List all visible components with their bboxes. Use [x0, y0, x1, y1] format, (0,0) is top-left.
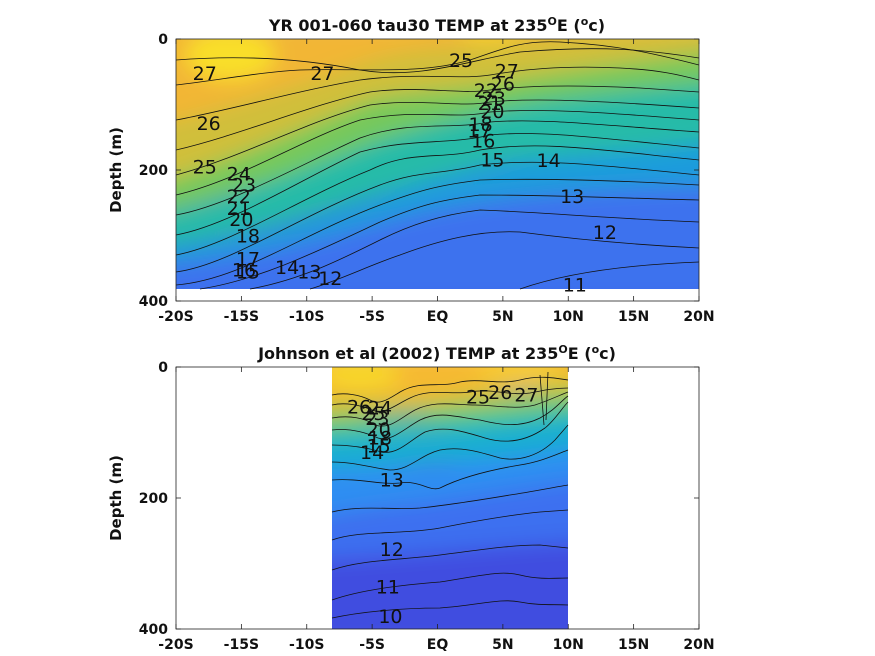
panel-top-contour-label: 22 — [474, 80, 498, 102]
panel-bottom-contour-label: 18 — [368, 428, 392, 450]
panel-bottom-x-tick-label: 10N — [553, 637, 584, 653]
panel-bottom-x-tick-label: -10S — [289, 637, 324, 653]
panel-top-contour-label: 22 — [227, 186, 251, 208]
panel-top-contour-label: 27 — [193, 63, 217, 85]
panel-top-contour-label: 27 — [495, 60, 519, 82]
panel-bottom-contour-label: 23 — [365, 408, 389, 430]
panel-top-contour-label: 17 — [236, 248, 260, 270]
panel-bottom-y-axis-label: Depth (m) — [107, 455, 125, 541]
panel-top-y-tick-label: 200 — [139, 163, 168, 179]
panel-top-title: YR 001-060 tau30 TEMP at 235OE (oc) — [268, 15, 605, 35]
panel-top-contour-label: 26 — [197, 113, 221, 135]
panel-bottom-y-tick-label: 0 — [158, 360, 168, 376]
panel-top-contour-label: 27 — [310, 63, 334, 85]
panel-bottom-x-tick-label: -15S — [224, 637, 259, 653]
panel-top-contour-label: 16 — [232, 260, 256, 282]
panel-bottom-contour-label: 11 — [376, 576, 400, 598]
panel-top-contour-label: 20 — [229, 209, 253, 231]
panel-bottom-contour-label: 25 — [466, 386, 490, 408]
panel-top-x-tick-label: -15S — [224, 309, 259, 325]
panel-bottom-y-ticks: 0 200 400 — [139, 360, 699, 638]
panel-top-contour-label: 17 — [467, 121, 491, 143]
panel-bottom-x-tick-label: 20N — [683, 637, 714, 653]
panel-top-contour-label: 23 — [232, 174, 256, 196]
panel-bottom-x-ticks: -20S -15S -10S -5S EQ 5N 10N 15N 20N — [158, 367, 715, 653]
panel-top-x-tick-label: 10N — [553, 309, 584, 325]
panel-bottom-contour-label: 27 — [514, 385, 538, 407]
panel-top-contour-label: 15 — [480, 150, 504, 172]
panel-top-contour-label: 13 — [297, 262, 321, 284]
panel-top-x-tick-label: -20S — [158, 309, 193, 325]
panel-bottom-x-tick-label: EQ — [427, 637, 449, 653]
panel-bottom-contour-label: 13 — [380, 470, 404, 492]
panel-bottom-contour-label: 12 — [380, 539, 404, 561]
panel-top-contour-label: 23 — [482, 88, 506, 110]
panel-top-contours — [176, 41, 699, 290]
panel-top: YR 001-060 tau30 TEMP at 235OE (oc) — [107, 15, 715, 325]
panel-top-x-tick-label: 20N — [683, 309, 714, 325]
panel-bottom-y-tick-label: 200 — [139, 491, 168, 507]
panel-bottom-contour-label: 10 — [378, 606, 402, 628]
panel-top-contour-label: 25 — [449, 50, 473, 72]
panel-top-x-tick-label: EQ — [427, 309, 449, 325]
panel-top-x-tick-label: -10S — [289, 309, 324, 325]
panel-bottom: Johnson et al (2002) TEMP at 235OE (oc) — [107, 343, 715, 653]
panel-bottom-contour-label: 25 — [361, 403, 385, 425]
panel-bottom-x-tick-label: -5S — [359, 637, 385, 653]
panel-bottom-contour-label: 20 — [367, 419, 391, 441]
panel-top-contour-label: 12 — [318, 268, 342, 290]
panel-bottom-contour-label: 14 — [360, 442, 384, 464]
panel-top-y-tick-label: 400 — [139, 294, 168, 310]
panel-top-contour-label: 21 — [227, 198, 251, 220]
panel-top-contour-label: 13 — [560, 186, 584, 208]
panel-top-contour-label: 18 — [469, 114, 493, 136]
panel-top-contour-label: 26 — [491, 74, 515, 96]
panel-top-contour-label: 16 — [471, 131, 495, 153]
panel-bottom-contour-label: 24 — [368, 398, 392, 420]
panel-top-x-tick-label: 5N — [492, 309, 513, 325]
panel-bottom-title: Johnson et al (2002) TEMP at 235OE (oc) — [257, 343, 616, 363]
panel-top-y-tick-label: 0 — [158, 32, 168, 48]
panel-top-y-ticks: 0 200 400 — [139, 32, 699, 310]
panel-bottom-x-tick-label: 15N — [618, 637, 649, 653]
panel-bottom-x-tick-label: 5N — [492, 637, 513, 653]
panel-top-contour-label: 25 — [193, 157, 217, 179]
panel-top-contour-label: 11 — [563, 275, 587, 297]
panel-top-contour-label: 18 — [236, 226, 260, 248]
panel-bottom-contour-label: 15 — [367, 436, 391, 458]
panel-top-contour-label: 15 — [236, 262, 260, 284]
panel-top-x-tick-label: -5S — [359, 309, 385, 325]
panel-bottom-x-tick-label: -20S — [158, 637, 193, 653]
panel-top-contour-label: 21 — [478, 93, 502, 115]
panel-top-contour-label: 12 — [593, 222, 617, 244]
panel-top-y-axis-label: Depth (m) — [107, 127, 125, 213]
panel-top-x-tick-label: 15N — [618, 309, 649, 325]
panel-bottom-y-tick-label: 400 — [139, 622, 168, 638]
panel-bottom-contour-label: 26 — [488, 382, 512, 404]
panel-bottom-contour-label: 26 — [347, 396, 371, 418]
panel-top-contour-label: 14 — [537, 150, 561, 172]
panel-top-x-ticks: -20S -15S -10S -5S EQ 5N 10N 15N 20N — [158, 39, 715, 325]
panel-top-contour-label: 24 — [227, 163, 251, 185]
panel-top-contour-label: 14 — [275, 257, 299, 279]
panel-top-contour-label: 20 — [480, 101, 504, 123]
panel-bottom-contours — [331, 371, 569, 619]
